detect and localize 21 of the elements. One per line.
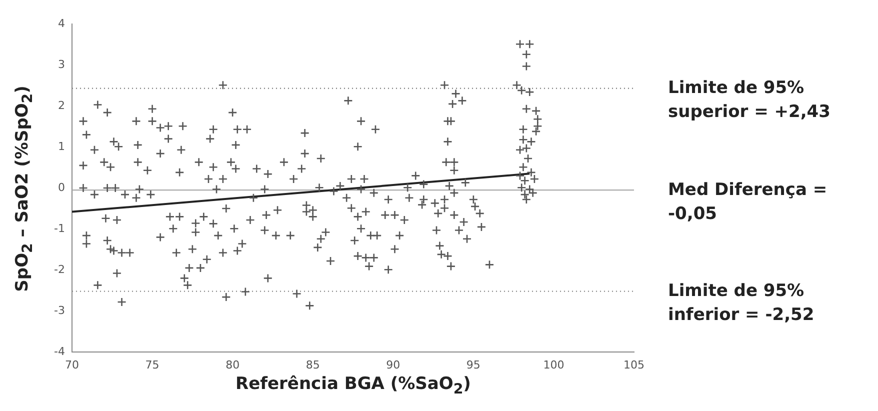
x-tick-label: 80: [226, 358, 240, 372]
y-tick-label: 0: [58, 180, 65, 194]
y-tick-label: -4: [54, 344, 65, 358]
y-tick-label: -2: [54, 262, 65, 276]
ref-line-label: Limite de 95% superior = +2,43: [668, 77, 832, 124]
y-tick-label: 3: [58, 58, 65, 71]
x-tick-label: 90: [386, 358, 400, 372]
x-tick-label: 105: [624, 358, 644, 372]
x-tick-label: 100: [543, 358, 564, 372]
x-tick-label: 70: [65, 358, 79, 372]
y-tick-label: -3: [54, 304, 65, 317]
y-tick-label: 2: [58, 98, 65, 112]
x-axis-title: Referência BGA (%SaO$_{2}$): [236, 374, 471, 398]
y-tick-label: 4: [58, 16, 65, 30]
ref-line-label: Med Diferença = -0,05: [668, 179, 828, 226]
x-tick-label: 85: [306, 358, 320, 372]
y-tick-label: -1: [54, 222, 65, 235]
y-tick-label: 1: [58, 140, 65, 153]
x-tick-label: 95: [466, 358, 480, 372]
ref-line-label: Limite de 95% inferior = -2,52: [668, 280, 816, 328]
x-tick-label: 75: [145, 358, 160, 372]
